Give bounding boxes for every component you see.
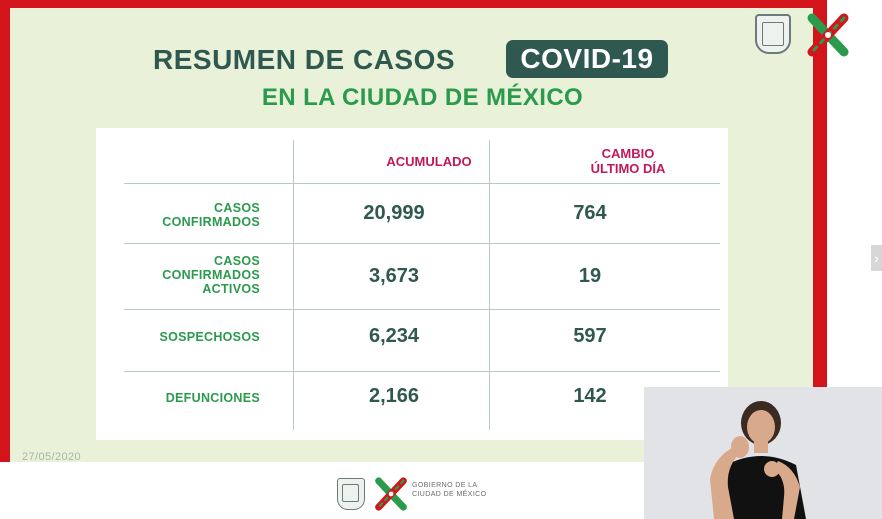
value-cambio: 597 (573, 325, 607, 347)
column-header-cambio-line1: CAMBIO (601, 146, 655, 161)
row-label-defunciones: DEFUNCIONES (165, 391, 260, 405)
column-divider (293, 140, 294, 430)
footer-brand: GOBIERNO DE LA CIUDAD DE MÉXICO (412, 482, 487, 498)
value-cambio: 142 (573, 385, 607, 407)
value-acumulado: 6,234 (368, 325, 420, 347)
row-divider (124, 183, 720, 184)
next-slide-button[interactable]: › (871, 245, 882, 271)
page-title: RESUMEN DE CASOS (153, 44, 456, 75)
value-cambio: 764 (573, 202, 607, 224)
value-acumulado: 3,673 (368, 265, 420, 287)
column-header-cambio-line2: ÚLTIMO DÍA (590, 161, 666, 176)
value-acumulado: 2,166 (368, 385, 420, 407)
title-row: RESUMEN DE CASOS COVID-19 (10, 40, 813, 78)
interpreter-video (644, 387, 882, 519)
column-divider (489, 140, 490, 430)
cdmx-cross-logo-icon (807, 13, 849, 57)
row-label-casos-confirmados-activos: CASOS CONFIRMADOS ACTIVOS (162, 254, 260, 296)
covid-badge: COVID-19 (506, 40, 668, 78)
slide: RESUMEN DE CASOS COVID-19 EN LA CIUDAD D… (10, 8, 849, 463)
cdmx-shield-icon (755, 14, 791, 54)
row-label-sospechosos: SOSPECHOSOS (159, 330, 260, 344)
cdmx-cross-logo-icon (375, 477, 407, 511)
page-subtitle: EN LA CIUDAD DE MÉXICO (261, 84, 584, 111)
row-divider (124, 309, 720, 310)
column-header-cambio: CAMBIO ÚLTIMO DÍA (530, 146, 726, 176)
report-date: 27/05/2020 (22, 451, 82, 463)
row-divider (124, 371, 720, 372)
row-label-casos-confirmados: CASOS CONFIRMADOS (162, 201, 260, 229)
value-acumulado: 20,999 (363, 202, 425, 224)
value-cambio: 19 (578, 265, 602, 287)
row-divider (124, 243, 720, 244)
column-header-acumulado: ACUMULADO (386, 154, 472, 169)
cdmx-shield-icon (337, 478, 365, 510)
cases-table: ACUMULADO CAMBIO ÚLTIMO DÍA CASOS CONFIR… (96, 128, 728, 440)
interpreter-figure (644, 387, 882, 519)
chevron-right-icon: › (874, 250, 879, 266)
